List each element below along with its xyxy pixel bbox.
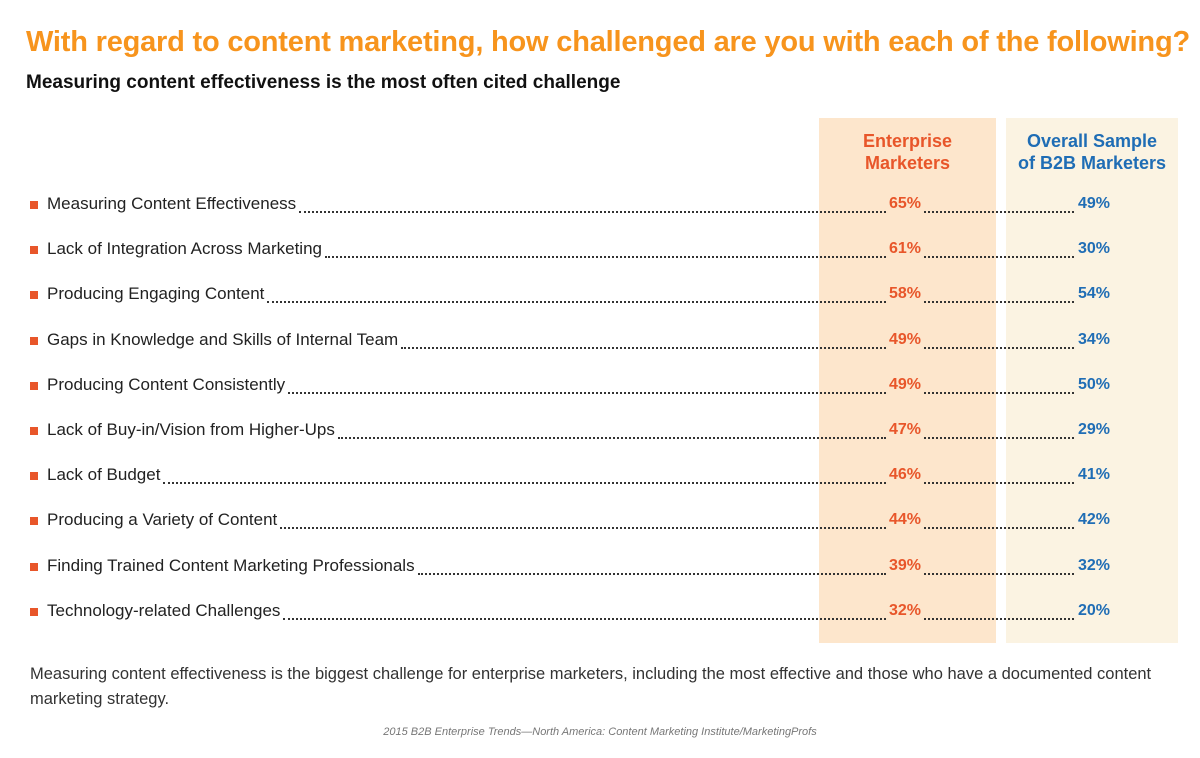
challenge-label: Producing a Variety of Content <box>47 510 278 530</box>
square-bullet-icon <box>30 201 38 209</box>
overall-column-header: Overall Sample of B2B Marketers <box>1006 130 1178 174</box>
chart-title: With regard to content marketing, how ch… <box>26 26 1190 58</box>
challenge-label: Finding Trained Content Marketing Profes… <box>47 555 415 575</box>
enterprise-value: 49% <box>889 375 922 393</box>
table-row: Finding Trained Content Marketing Profes… <box>30 555 1130 600</box>
square-bullet-icon <box>30 562 38 571</box>
table-row: Producing a Variety of Content 44% 42% <box>30 509 1130 554</box>
enterprise-value: 65% <box>889 195 922 212</box>
dot-leader <box>924 253 1074 259</box>
challenge-label: Technology-related Challenges <box>47 600 281 620</box>
square-bullet-icon <box>30 472 38 481</box>
square-bullet-icon <box>30 291 38 300</box>
table-row: Lack of Integration Across Marketing 61% 3… <box>30 238 1130 283</box>
dot-leader <box>924 570 1074 575</box>
dot-leader <box>338 434 886 439</box>
overall-value: 42% <box>1078 511 1111 529</box>
square-bullet-icon <box>30 607 38 616</box>
enterprise-column-header: Enterprise Marketers <box>819 130 996 174</box>
table-row: Lack of Buy-in/Vision from Higher-Ups 47%… <box>30 419 1130 464</box>
dot-leader <box>924 344 1074 349</box>
enterprise-value: 46% <box>889 466 922 484</box>
overall-header-line1: Overall Sample <box>1026 131 1158 151</box>
enterprise-value: 61% <box>889 240 922 258</box>
challenge-label: Producing Engaging Content <box>47 284 265 304</box>
table-row: Producing Content Consistently 49% 50% <box>30 374 1130 419</box>
challenge-label: Lack of Buy-in/Vision from Higher-Ups <box>47 419 335 439</box>
enterprise-value: 32% <box>889 601 922 619</box>
enterprise-value: 58% <box>889 285 922 303</box>
chart-subtitle: Measuring content effectiveness is the m… <box>26 72 621 93</box>
dot-leader <box>325 253 886 259</box>
dot-leader <box>283 615 886 620</box>
overall-value: 30% <box>1078 240 1111 258</box>
overall-value: 34% <box>1078 330 1111 348</box>
dot-leader <box>288 389 886 394</box>
dot-leader <box>924 615 1074 620</box>
dot-leader <box>924 208 1074 213</box>
dot-leader <box>267 298 886 304</box>
dot-leader <box>163 479 886 485</box>
challenge-label: Lack of Integration Across Marketing <box>47 239 322 259</box>
dot-leader <box>280 524 886 530</box>
dot-leader <box>924 524 1074 530</box>
overall-header-line2: of B2B Marketers <box>1017 153 1167 173</box>
square-bullet-icon <box>30 246 38 255</box>
square-bullet-icon <box>30 426 38 435</box>
overall-value: 41% <box>1078 466 1111 484</box>
enterprise-header-line2: Marketers <box>864 153 951 173</box>
dot-leader <box>401 344 886 349</box>
dot-leader <box>924 389 1074 394</box>
table-row: Technology-related Challenges 32% 20% <box>30 600 1130 645</box>
table-row: Lack of Budget 46% 41% <box>30 464 1130 509</box>
square-bullet-icon <box>30 517 38 526</box>
overall-value: 29% <box>1078 420 1111 438</box>
overall-value: 54% <box>1078 285 1111 303</box>
dot-leader <box>924 298 1074 304</box>
enterprise-value: 44% <box>889 511 922 529</box>
overall-value: 20% <box>1078 601 1111 619</box>
overall-value: 32% <box>1078 556 1111 574</box>
table-row: Producing Engaging Content 58% 54% <box>30 283 1130 328</box>
footer-note: Measuring content effectiveness is the b… <box>30 665 1152 708</box>
challenge-label: Measuring Content Effectiveness <box>47 194 297 213</box>
dot-leader <box>924 479 1074 485</box>
table-row: Measuring Content Effectiveness 65% 49% <box>30 193 1130 238</box>
challenge-label: Lack of Budget <box>47 465 161 485</box>
enterprise-header-line1: Enterprise <box>862 131 953 151</box>
dot-leader <box>418 570 886 575</box>
overall-value: 50% <box>1078 375 1111 393</box>
dot-leader <box>299 208 886 213</box>
square-bullet-icon <box>30 381 38 390</box>
enterprise-value: 47% <box>889 420 922 438</box>
overall-column-background <box>1006 118 1178 643</box>
dot-leader <box>924 434 1074 439</box>
challenge-rows: Measuring Content Effectiveness 65% 49% Lac… <box>30 193 1130 645</box>
challenge-label: Gaps in Knowledge and Skills of Internal… <box>47 329 399 349</box>
overall-value: 49% <box>1078 195 1111 212</box>
square-bullet-icon <box>30 336 38 345</box>
challenge-label: Producing Content Consistently <box>47 374 286 394</box>
table-row: Gaps in Knowledge and Skills of Internal… <box>30 329 1130 374</box>
enterprise-column-background <box>819 118 996 643</box>
enterprise-value: 39% <box>889 556 922 574</box>
source-citation: 2015 B2B Enterprise Trends—North America… <box>383 726 817 738</box>
enterprise-value: 49% <box>889 330 922 348</box>
